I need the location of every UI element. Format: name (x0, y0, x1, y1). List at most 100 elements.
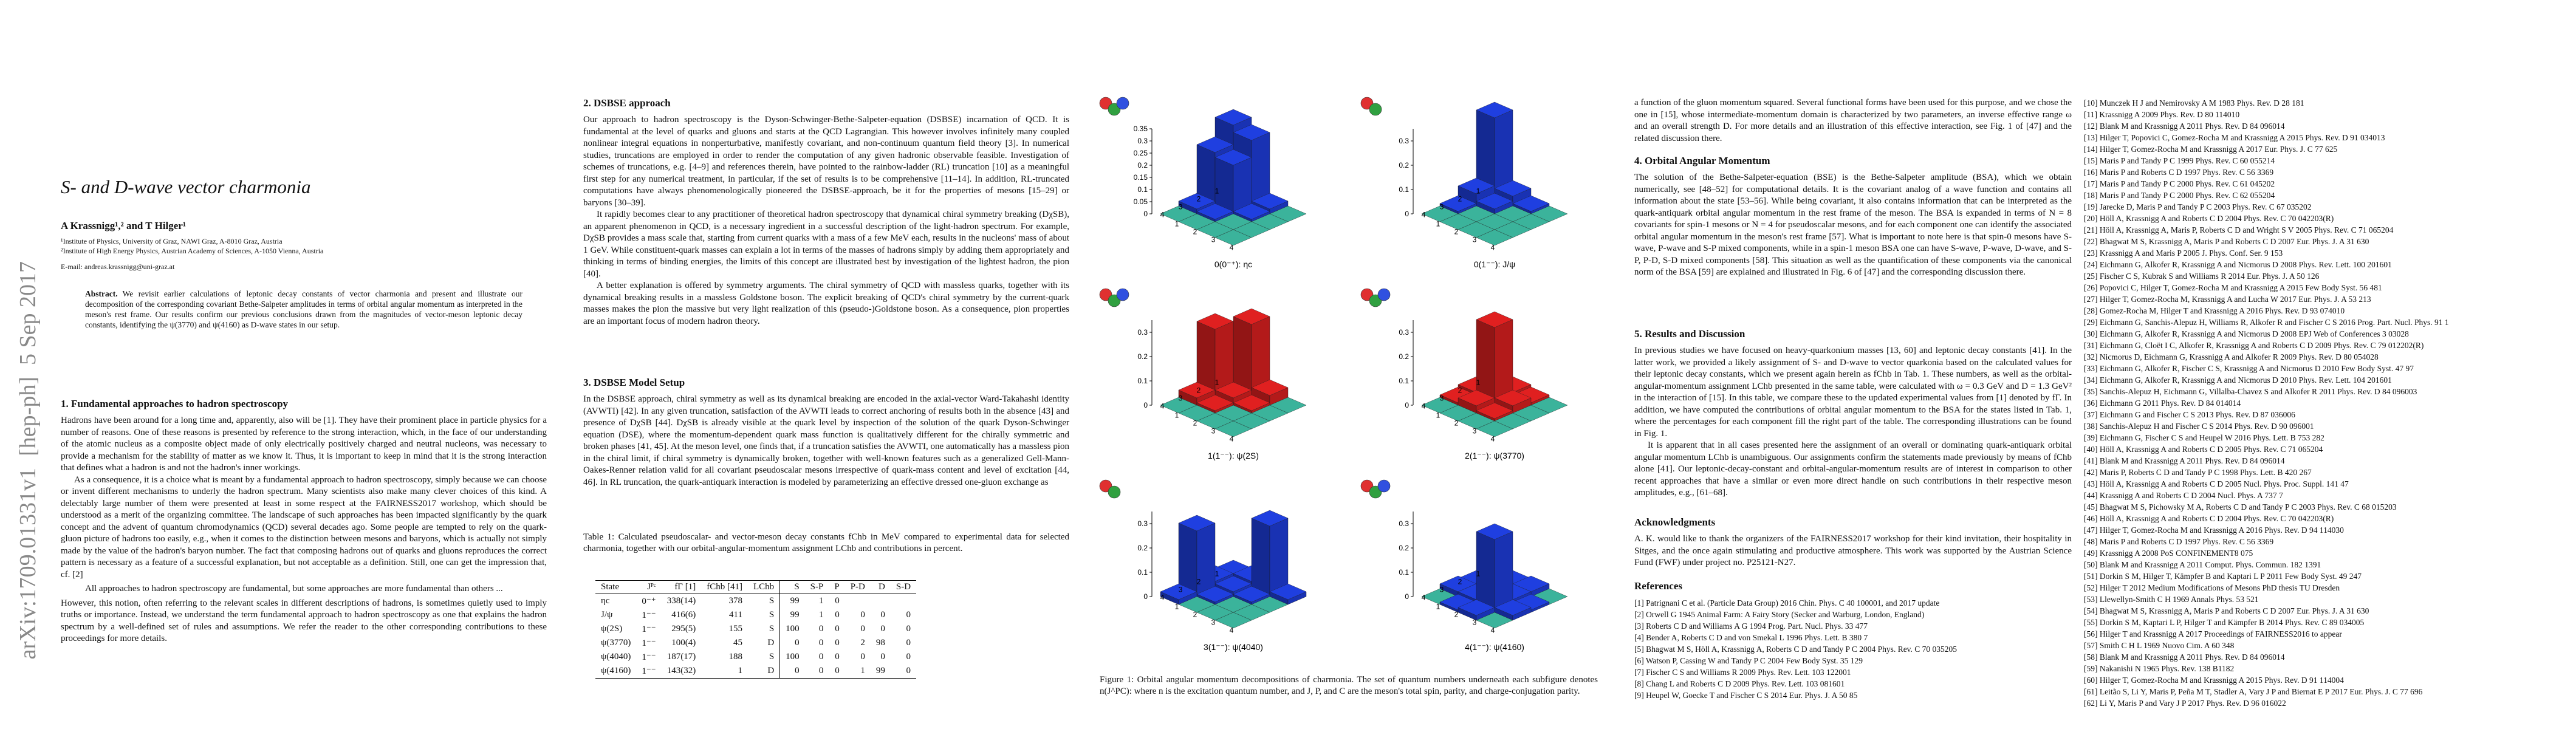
icon (1116, 97, 1129, 110)
paragraph: Hadrons have been around for a long time… (61, 416, 547, 473)
table-header-cell: D (870, 580, 891, 594)
table-cell: 0 (835, 638, 840, 648)
axis-label: 3 (1440, 586, 1444, 594)
reference: [29] Eichmann G, Sanchis-Alepuz H, Willi… (2084, 318, 2449, 327)
bar-top-face (1233, 586, 1270, 603)
table-caption: Table 1: Calculated pseudoscalar- and ve… (583, 532, 1069, 553)
section-heading: 4. Orbital Angular Momentum (1634, 155, 1770, 166)
table-header-cell: State (595, 580, 637, 594)
reference: [54] Bhagwat M S, Krassnigg A, Maris P a… (2084, 606, 2369, 615)
reference: [13] Hilger T, Popovici C, Gomez-Rocha M… (2084, 133, 2385, 142)
paragraph: However, this notion, often referring to… (61, 598, 547, 644)
email: E-mail: andreas.krassnigg@uni-graz.at (61, 262, 175, 271)
bar-top-face (1196, 136, 1234, 153)
axis-label: 3 (1211, 618, 1216, 627)
bar-top-face (1214, 229, 1252, 246)
icon (1108, 485, 1121, 499)
table-cell: 0 (906, 624, 911, 634)
axis-label: 1 (1175, 411, 1179, 420)
reference: [7] Fischer C S and Williams R 2009 Phys… (1634, 668, 1851, 677)
axis-label: 1 (1175, 220, 1179, 228)
bar (1196, 313, 1234, 398)
bar-top-face (1178, 515, 1216, 532)
reference: [31] Eichmann G, Cloët I C, Alkofer R, K… (2084, 341, 2424, 350)
table-row: J/ψ 1⁻⁻ 416(6) 411 S 99 1 0 0 0 0 (595, 608, 916, 622)
reference: [37] Eichmann G and Fischer C S 2013 Phy… (2084, 410, 2295, 419)
axis-label: 4 (1422, 211, 1426, 219)
bar (1233, 308, 1270, 398)
reference: [43] Höll A, Krassnigg A and Roberts C D… (2084, 479, 2349, 488)
bar (1476, 523, 1513, 613)
table-header-cell: S-P (804, 580, 829, 594)
table-cell: 1 (844, 664, 871, 679)
reference: [61] Leitão S, Li Y, Maris P, Peña M T, … (2084, 687, 2423, 696)
abstract-body: Abstract. We revisit earlier calculations… (85, 289, 522, 330)
table-cell: 0 (860, 652, 865, 662)
table-row: ψ(4040) 1⁻⁻ 187(17) 188 S 100 0 0 0 0 0 (595, 650, 916, 664)
axis-label: 2 (1197, 195, 1201, 204)
bar (1214, 229, 1252, 246)
axis-label: 3 (1179, 586, 1183, 594)
table-header-cell: S-D (890, 580, 917, 594)
subfigure-label: 3(1⁻⁻): ψ(4040) (1204, 642, 1263, 652)
section: Acknowledgments A. K. would like to than… (1634, 516, 2072, 577)
table-wrap: State Jᴾᶜ fΓ [1] fChb [41] LChb S S-P P P-D D S-D η… (583, 580, 1069, 708)
reference: [5] Bhagwat M S, Höll A, Krassnigg A, Ro… (1634, 645, 1958, 654)
z-tick-label: 0 (1405, 401, 1409, 409)
table-cell: ψ(4160) (595, 664, 637, 679)
axis-label: 3 (1211, 236, 1216, 244)
z-tick-label: 0.2 (1399, 544, 1409, 552)
references-heading: References (1634, 580, 1682, 592)
z-tick-label: 0.2 (1399, 352, 1409, 361)
reference: [45] Bhagwat M S, Pichowsky M A, Roberts… (2084, 502, 2397, 512)
section: 2. DSBSE approach Our approach to hadron… (583, 97, 1069, 371)
column-2: 2. DSBSE approach Our approach to hadron… (583, 97, 1069, 711)
subfigure: 0 0.1 0.2 0.3 1 1 2 2 3 3 4 4 0(1⁻⁻): J/ψ (1360, 97, 1568, 269)
axis-label: 2 (1458, 195, 1462, 204)
z-tick-label: 0.35 (1134, 125, 1148, 133)
bar-top-face (1476, 420, 1513, 437)
reference: [33] Eichmann G, Alkofer R, Fischer C S,… (2084, 364, 2414, 373)
table-cell: 411 (729, 610, 742, 620)
table-header-cell: fΓ [1] (661, 580, 702, 594)
paragraph: As a consequence, it is a choice what is… (61, 474, 547, 580)
reference: [57] Smith C H L 1969 Nuovo Cim. A 60 34… (2084, 641, 2235, 650)
subfigure: 0 0.1 0.2 0.3 1 1 2 2 3 3 4 4 4(1⁻⁻): ψ(4160) (1360, 479, 1568, 652)
reference: [8] Chang L and Roberts C D 2009 Phys. R… (1634, 679, 1845, 688)
reference: [9] Heupel W, Goecke T and Fischer C S 2… (1634, 691, 1858, 700)
reference: [25] Fischer C S, Kubrak S and Williams … (2084, 272, 2320, 281)
reference: [18] Maris P and Tandy P C 2000 Phys. Re… (2084, 191, 2275, 200)
reference: [36] Eichmann G 2011 Phys. Rev. D 84 014… (2084, 399, 2241, 408)
authors: A Krassnigg¹,² and T Hilger¹ (61, 220, 186, 231)
table-cell: ψ(2S) (601, 624, 623, 634)
reference: [12] Blank M and Krassnigg A 2011 Phys. … (2084, 122, 2285, 131)
subfigure-label: 1(1⁻⁻): ψ(2S) (1208, 451, 1259, 460)
bar-top-face (1196, 586, 1234, 603)
bar-top-face (1214, 382, 1252, 399)
bar (1494, 599, 1532, 621)
z-tick-label: 0.3 (1399, 519, 1409, 528)
z-tick-label: 0.25 (1134, 149, 1148, 157)
table-cell (871, 594, 891, 609)
icon (1116, 288, 1129, 301)
bar-top-face (1196, 203, 1234, 220)
reference: [51] Dorkin S M, Hilger T, Kämpfer B and… (2084, 572, 2362, 581)
bar-top-face (1476, 402, 1513, 419)
bar (1476, 402, 1513, 422)
bar (1233, 203, 1270, 222)
icon (1377, 288, 1391, 301)
bar (1160, 583, 1197, 605)
bar-top-face (1214, 612, 1252, 629)
table-cell: 1⁻⁻ (642, 625, 656, 634)
reference: [32] Nicmorus D, Eichmann G, Krassnigg A… (2084, 352, 2379, 361)
bar-top-face (1494, 180, 1532, 197)
paragraph: A. K. would like to thank the organizers… (1634, 534, 2072, 567)
reference: [4] Bender A, Roberts C D and von Smekal… (1634, 633, 1868, 642)
table-cell: 0 (880, 610, 885, 620)
axis-label: 2 (1193, 611, 1197, 619)
bar-top-face (1233, 308, 1270, 325)
z-tick-label: 0.2 (1137, 544, 1148, 552)
abstract: Abstract. We revisit earlier calculations… (61, 289, 547, 330)
axis-label: 3 (1440, 203, 1444, 211)
figure-caption: Figure 1: Orbital angular momentum decom… (1100, 675, 1598, 696)
